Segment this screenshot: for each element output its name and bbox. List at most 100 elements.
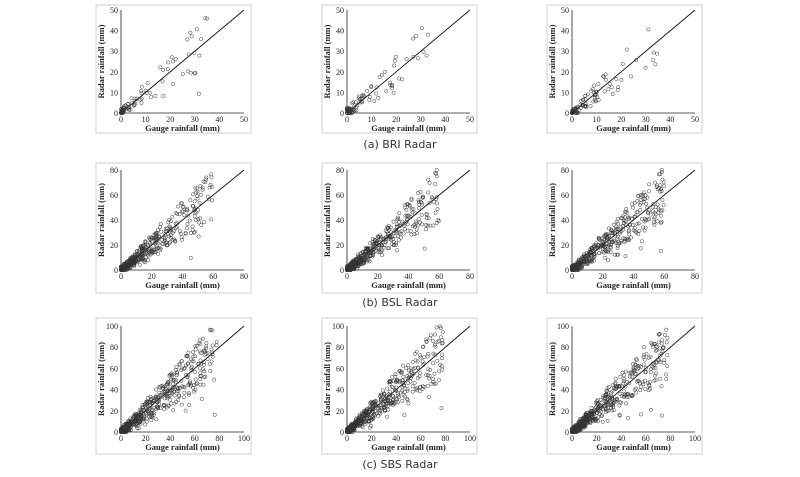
data-point: [409, 232, 414, 237]
data-point: [170, 237, 175, 242]
data-point: [650, 205, 655, 210]
data-point: [590, 87, 595, 92]
data-point: [182, 385, 187, 390]
x-tick-label: 60: [417, 434, 425, 443]
data-point: [204, 344, 208, 349]
data-point: [612, 231, 617, 235]
data-point: [588, 258, 593, 263]
data-point: [642, 357, 647, 362]
data-point: [422, 355, 426, 360]
data-point: [125, 102, 130, 107]
data-point: [196, 217, 201, 222]
scatter-points: [119, 172, 215, 272]
data-point: [209, 347, 214, 352]
data-point: [377, 405, 382, 410]
x-tick-label: 0: [345, 434, 349, 443]
data-point: [209, 175, 214, 180]
data-point: [585, 254, 590, 259]
data-point: [207, 197, 211, 202]
data-point: [411, 367, 416, 371]
data-point: [186, 392, 191, 397]
data-point: [134, 249, 139, 254]
data-point: [354, 261, 359, 266]
data-point: [410, 224, 415, 229]
data-point: [404, 207, 409, 212]
data-point: [368, 400, 373, 405]
data-point: [204, 351, 209, 356]
data-point: [392, 63, 397, 68]
data-point: [576, 263, 581, 268]
data-point: [608, 395, 613, 400]
data-point: [655, 360, 660, 365]
data-point: [146, 409, 151, 414]
data-point: [371, 401, 376, 406]
data-point: [399, 369, 404, 374]
data-point: [361, 94, 366, 99]
data-point: [590, 247, 595, 252]
data-point: [146, 395, 150, 400]
data-point: [434, 174, 439, 179]
data-point: [592, 253, 597, 258]
data-point: [651, 344, 655, 349]
x-tick-label: 80: [466, 272, 474, 281]
scatter-points: [345, 324, 445, 434]
data-point: [133, 411, 138, 416]
data-point: [357, 417, 361, 422]
x-tick-label: 80: [215, 434, 223, 443]
data-point: [166, 220, 171, 225]
data-point: [599, 400, 604, 405]
data-point: [418, 199, 423, 204]
data-point: [657, 186, 662, 190]
data-point: [403, 227, 407, 232]
data-point: [201, 348, 206, 353]
data-point: [417, 206, 422, 211]
data-point: [582, 256, 586, 261]
y-tick-label: 30: [561, 47, 569, 56]
data-point: [664, 377, 669, 381]
data-point: [622, 240, 627, 245]
data-point: [142, 249, 147, 254]
data-point: [618, 238, 623, 243]
data-point: [631, 205, 636, 210]
data-point: [202, 369, 207, 374]
data-point: [592, 90, 597, 95]
data-point: [643, 225, 648, 230]
data-point: [617, 412, 622, 417]
y-tick-label: 40: [561, 216, 569, 225]
data-point: [198, 376, 203, 381]
one-to-one-line: [346, 9, 471, 114]
data-point: [388, 234, 393, 239]
data-point: [634, 58, 639, 63]
data-point: [168, 397, 173, 402]
data-point: [581, 420, 586, 425]
data-point: [396, 215, 401, 220]
data-point: [637, 381, 642, 386]
data-point: [193, 347, 198, 352]
data-point: [345, 108, 349, 113]
data-point: [376, 95, 381, 100]
data-point: [165, 243, 170, 248]
data-point: [589, 411, 593, 416]
data-point: [604, 408, 609, 413]
data-point: [597, 251, 601, 256]
data-point: [611, 239, 616, 244]
data-point: [634, 372, 639, 376]
data-point: [397, 220, 402, 225]
data-point: [652, 222, 657, 227]
data-point: [650, 361, 655, 366]
x-tick-label: 0: [570, 272, 574, 281]
data-point: [437, 377, 442, 382]
data-point: [589, 405, 594, 410]
data-point: [638, 412, 643, 417]
data-point: [440, 356, 445, 361]
data-point: [396, 238, 401, 243]
data-point: [616, 85, 621, 90]
data-point: [659, 187, 663, 192]
data-point: [641, 199, 646, 204]
data-point: [386, 225, 391, 230]
data-point: [148, 252, 153, 257]
data-point: [163, 232, 168, 237]
data-point: [146, 404, 151, 409]
x-tick-label: 60: [209, 272, 217, 281]
data-point: [350, 266, 354, 270]
